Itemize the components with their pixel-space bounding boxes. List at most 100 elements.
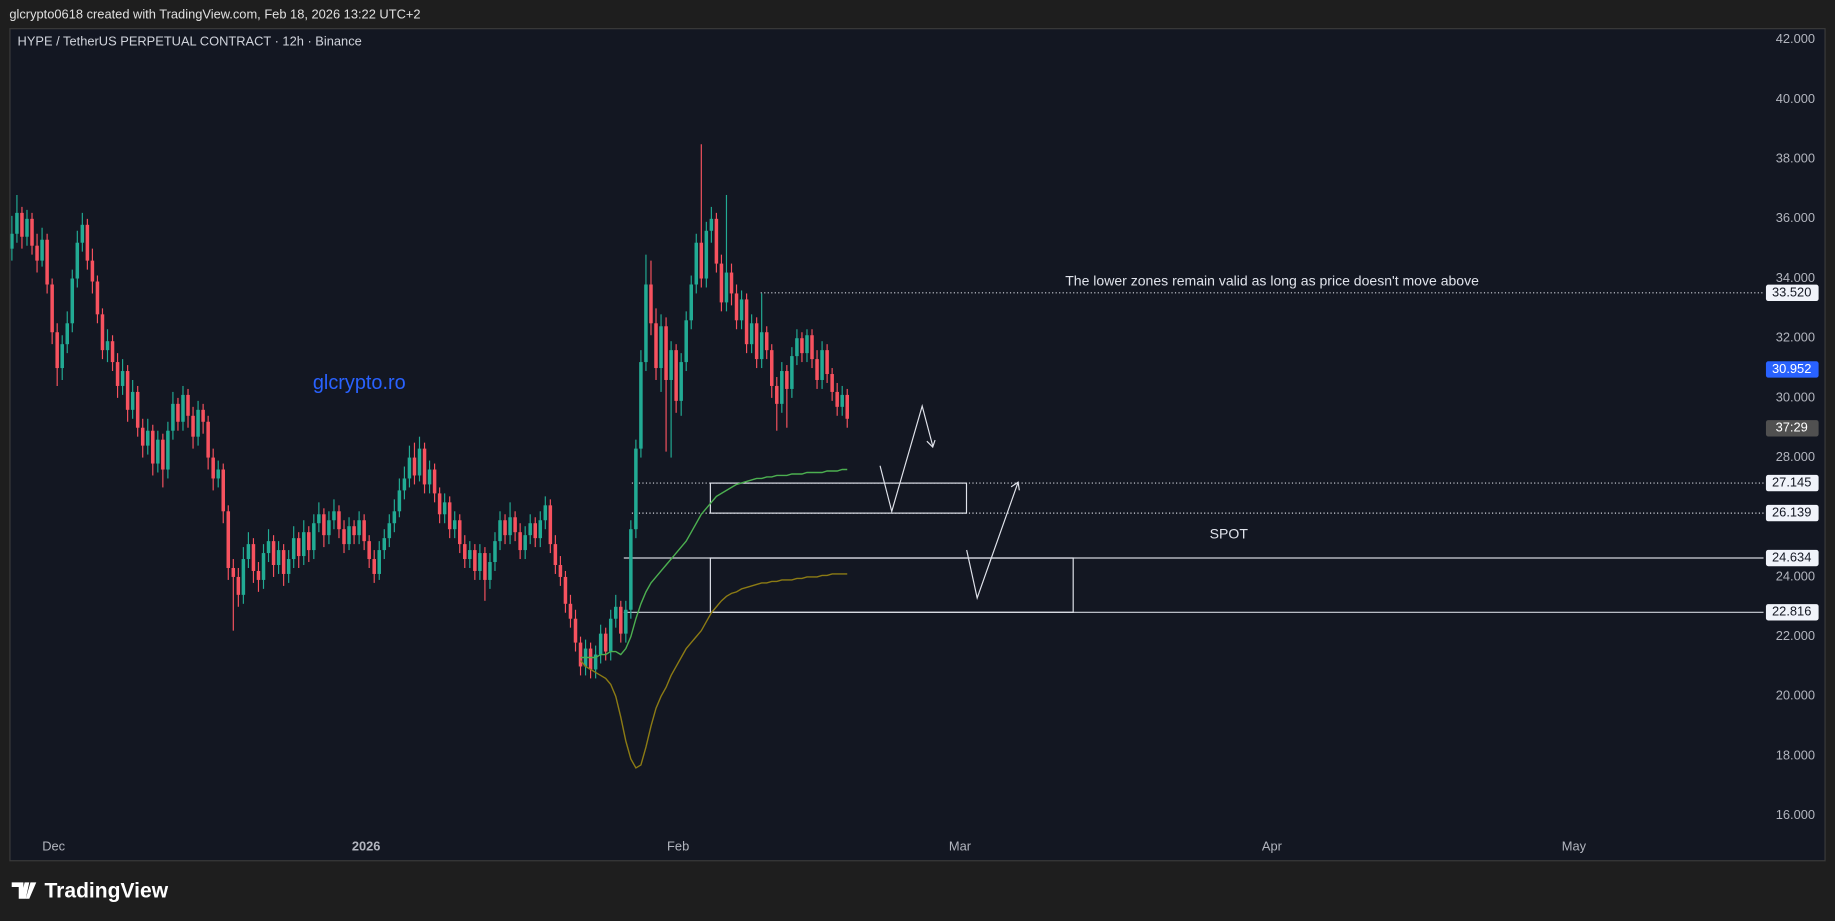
candle-body xyxy=(186,394,190,416)
candle-body xyxy=(553,544,558,566)
candle-body xyxy=(135,391,140,428)
arrows xyxy=(879,403,1020,601)
y-tick-label: 18.000 xyxy=(1776,747,1815,762)
candle-body xyxy=(196,409,200,437)
candle-body xyxy=(90,260,95,282)
candle-body xyxy=(815,359,819,380)
candle-body xyxy=(427,469,432,485)
countdown-box xyxy=(1765,420,1819,437)
price-label: 33.520 xyxy=(1772,284,1811,299)
candle-body xyxy=(624,609,628,634)
candle-body xyxy=(146,430,150,446)
candle-body xyxy=(603,633,608,652)
price-label-box xyxy=(1765,474,1819,492)
chart-title: HYPE / TetherUS PERPETUAL CONTRACT · 12h… xyxy=(18,34,362,49)
candle-body xyxy=(176,403,180,422)
candle-body xyxy=(473,550,477,571)
candle-body xyxy=(296,538,301,557)
annotation: The lower zones remain valid as long as … xyxy=(1065,273,1479,289)
candle-body xyxy=(332,511,336,521)
zone-box xyxy=(709,557,1074,613)
candle-body xyxy=(382,538,387,551)
candle-body xyxy=(694,242,699,285)
candle-body xyxy=(417,448,422,476)
candle-body xyxy=(286,559,291,574)
candle-body xyxy=(634,448,638,530)
candle-body xyxy=(95,281,100,315)
candle-body xyxy=(397,490,402,512)
candle-body xyxy=(65,323,69,345)
candle-body xyxy=(347,526,351,545)
candle-body xyxy=(276,550,281,566)
candle-body xyxy=(357,520,361,536)
candle-body xyxy=(573,618,578,643)
candle-body xyxy=(291,538,296,560)
arrow-head xyxy=(926,439,936,449)
candle-body xyxy=(709,218,714,231)
candle-body xyxy=(387,523,392,539)
candle-body xyxy=(845,394,849,419)
price-label-box xyxy=(1765,604,1819,621)
candle-body xyxy=(271,541,276,566)
candle-body xyxy=(407,457,412,479)
candle-body xyxy=(795,338,799,357)
candle-body xyxy=(613,606,618,619)
candle-body xyxy=(498,520,502,542)
y-tick-label: 32.000 xyxy=(1776,330,1815,345)
candle-body xyxy=(764,332,769,351)
candle-body xyxy=(659,326,663,369)
candle-body xyxy=(810,335,814,360)
price-label-box xyxy=(1765,504,1819,522)
candle-body xyxy=(125,371,130,410)
candle-body xyxy=(558,565,563,577)
candle-body xyxy=(684,320,688,363)
x-tick-label: Apr xyxy=(1262,839,1283,854)
candle-body xyxy=(171,403,175,431)
candle-body xyxy=(156,439,160,464)
candle-body xyxy=(30,218,34,246)
ma-line xyxy=(580,468,848,659)
candle-body xyxy=(246,544,251,560)
candle-body xyxy=(468,550,472,560)
candle-body xyxy=(593,654,598,670)
candle-body xyxy=(342,529,346,545)
price-label: 26.139 xyxy=(1772,505,1811,520)
candle-body xyxy=(20,212,24,237)
candle-body xyxy=(372,559,376,574)
y-tick-label: 34.000 xyxy=(1776,270,1815,285)
candle-body xyxy=(392,511,397,524)
candle-body xyxy=(689,284,693,321)
candle-body xyxy=(734,293,739,321)
x-tick-label: 2026 xyxy=(352,839,381,854)
candle-body xyxy=(236,576,241,595)
candle-body xyxy=(432,469,437,494)
candle-body xyxy=(115,362,120,386)
candle-body xyxy=(483,553,487,580)
candle-body xyxy=(437,493,442,515)
candle-body xyxy=(608,618,613,652)
last-price-label: 30.952 xyxy=(1772,361,1811,376)
candle-body xyxy=(130,391,135,410)
candle-body xyxy=(317,514,321,524)
candle-body xyxy=(463,544,467,560)
candle-body xyxy=(493,541,497,563)
arrow-path xyxy=(966,481,1019,601)
candle-body xyxy=(216,469,220,479)
y-tick-label: 30.000 xyxy=(1776,389,1815,404)
candle-body xyxy=(352,526,356,536)
candle-body xyxy=(503,520,507,536)
candle-body xyxy=(649,284,653,324)
candle-body xyxy=(422,448,427,485)
candle-body xyxy=(568,603,573,619)
candle-body xyxy=(266,541,271,554)
candle-body xyxy=(719,263,724,303)
header-text: glcrypto0618 created with TradingView.co… xyxy=(9,7,420,22)
candle-body xyxy=(518,532,522,551)
y-tick-label: 20.000 xyxy=(1776,688,1815,703)
candle-body xyxy=(800,338,804,354)
candle-body xyxy=(327,520,331,536)
candle-body xyxy=(251,544,256,571)
candle-body xyxy=(80,224,85,243)
